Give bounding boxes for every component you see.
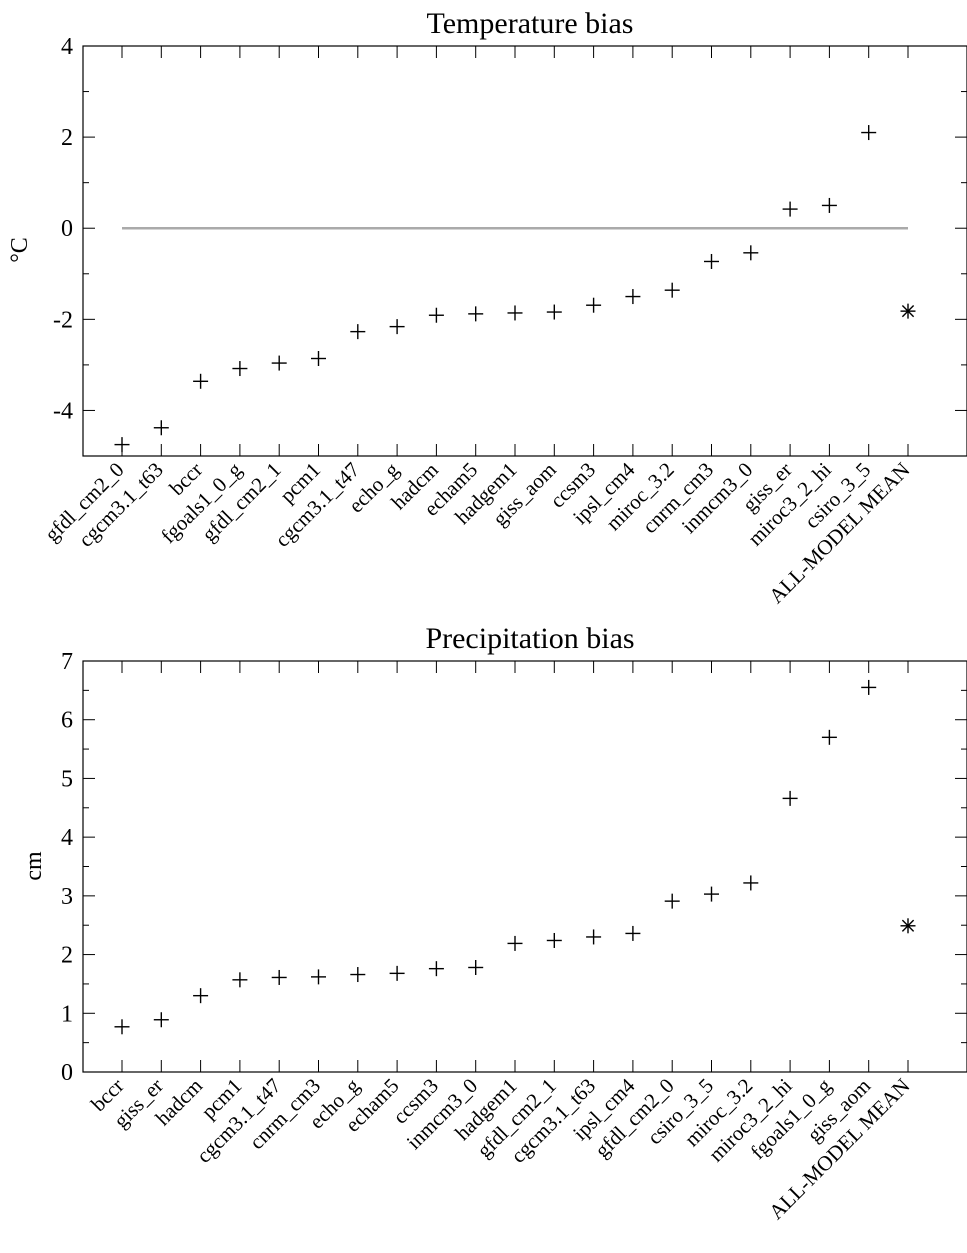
- plus-marker: [586, 929, 602, 945]
- x-tick-labels: gfdl_cm2_0cgcm3.1_t63bccrfgoals1_0_ggfdl…: [40, 457, 915, 608]
- plus-marker: [389, 319, 405, 335]
- plus-marker: [428, 307, 444, 323]
- plus-marker: [153, 1012, 169, 1028]
- plus-marker: [114, 1019, 130, 1035]
- plus-marker: [743, 875, 759, 891]
- plus-marker: [232, 972, 248, 988]
- plus-marker: [704, 886, 719, 902]
- plus-marker: [350, 324, 366, 340]
- plus-marker: [704, 253, 719, 269]
- plus-marker: [153, 420, 169, 436]
- y-tick-label: 4: [61, 34, 73, 60]
- y-tick-labels: -4 -2 0 2 4: [53, 34, 73, 424]
- plus-marker: [664, 282, 680, 298]
- y-axis-label: °C: [7, 237, 33, 263]
- plot-frame: [82, 45, 967, 457]
- y-tick-label: 4: [61, 825, 73, 851]
- plus-marker: [193, 373, 209, 389]
- y-tick-label: 2: [61, 125, 73, 151]
- data-markers: [114, 125, 916, 453]
- plus-marker: [114, 437, 130, 453]
- plus-marker: [271, 969, 287, 985]
- chart-title: Temperature bias: [427, 7, 634, 40]
- y-tick-label: -4: [53, 398, 73, 424]
- y-tick-label: 5: [61, 766, 73, 792]
- mean-asterisk-marker: [900, 918, 916, 934]
- plus-marker: [546, 932, 562, 948]
- y-tick-label: 1: [61, 1001, 73, 1027]
- plus-marker: [821, 197, 837, 213]
- plus-marker: [821, 729, 837, 745]
- data-markers: [114, 679, 916, 1035]
- chart-title: Precipitation bias: [425, 622, 634, 655]
- plus-marker: [782, 790, 798, 806]
- plus-marker: [468, 959, 484, 975]
- plus-marker: [861, 125, 877, 141]
- plus-marker: [546, 304, 562, 320]
- y-tick-labels: 0 1 2 3 4 5 6 7: [61, 649, 73, 1086]
- x-tick-labels: bccrgiss_erhadcmpcm1cgcm3.1_t47cnrm_cm3e…: [86, 1073, 915, 1224]
- tick-marks: [83, 45, 967, 456]
- temperature-bias-panel: Temperature bias °C -4 -2 0 2 4 gfdl_cm2_0cg…: [7, 7, 967, 608]
- plus-marker: [625, 925, 641, 941]
- precipitation-bias-panel: Precipitation bias cm 0 1 2 3 4 5 6 7 bccrgiss_…: [21, 622, 967, 1224]
- plus-marker: [782, 201, 798, 217]
- plus-marker: [468, 306, 484, 322]
- plus-marker: [428, 961, 444, 977]
- tick-marks: [83, 660, 967, 1073]
- y-tick-label: 3: [61, 884, 73, 910]
- plus-marker: [586, 297, 602, 313]
- plus-marker: [232, 361, 248, 377]
- y-tick-label: 0: [61, 216, 73, 242]
- plus-marker: [389, 965, 405, 981]
- plus-marker: [507, 305, 523, 321]
- y-axis-label: cm: [21, 851, 47, 881]
- plus-marker: [743, 245, 759, 261]
- plot-frame: [82, 660, 967, 1073]
- y-tick-label: 7: [61, 649, 73, 675]
- plus-marker: [350, 967, 366, 983]
- plus-marker: [507, 935, 523, 951]
- plus-marker: [311, 969, 326, 985]
- y-tick-label: 0: [61, 1060, 73, 1086]
- y-tick-label: -2: [53, 307, 73, 333]
- plus-marker: [625, 289, 641, 305]
- y-tick-label: 2: [61, 943, 73, 969]
- plus-marker: [664, 893, 680, 909]
- y-tick-label: 6: [61, 708, 73, 734]
- plus-marker: [311, 351, 326, 367]
- plus-marker: [861, 679, 877, 695]
- plus-marker: [271, 355, 287, 371]
- plus-marker: [193, 988, 209, 1004]
- mean-asterisk-marker: [900, 303, 916, 319]
